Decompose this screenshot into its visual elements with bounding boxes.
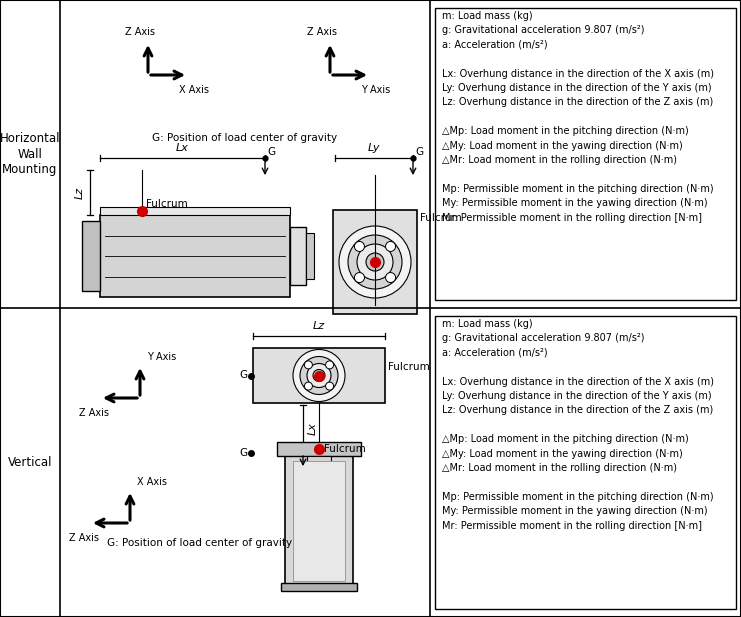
Circle shape xyxy=(305,382,313,390)
Circle shape xyxy=(366,253,384,271)
Text: Vertical: Vertical xyxy=(7,456,53,469)
Bar xyxy=(100,215,290,297)
Text: Y Axis: Y Axis xyxy=(362,85,391,95)
Text: G: Position of load center of gravity: G: Position of load center of gravity xyxy=(107,538,293,548)
Bar xyxy=(435,8,736,300)
Circle shape xyxy=(307,363,331,387)
Circle shape xyxy=(385,273,396,283)
Circle shape xyxy=(325,382,333,390)
Text: G: G xyxy=(240,370,248,381)
Text: Fulcrum: Fulcrum xyxy=(388,363,430,373)
Text: G: Position of load center of gravity: G: Position of load center of gravity xyxy=(153,133,338,143)
Circle shape xyxy=(385,241,396,252)
Bar xyxy=(277,442,361,456)
Text: G: G xyxy=(415,147,423,157)
Text: G: G xyxy=(240,448,248,458)
Bar xyxy=(253,348,385,403)
Circle shape xyxy=(339,226,411,298)
Bar xyxy=(435,316,736,609)
Text: m: Load mass (kg)
g: Gravitational acceleration 9.807 (m/s²)
a: Acceleration (m/: m: Load mass (kg) g: Gravitational accel… xyxy=(442,11,714,223)
Bar xyxy=(293,461,345,581)
Circle shape xyxy=(357,244,393,280)
Circle shape xyxy=(305,361,313,369)
Text: Z Axis: Z Axis xyxy=(307,27,337,37)
Text: G: G xyxy=(267,147,275,157)
Text: Fulcrum: Fulcrum xyxy=(324,444,366,454)
Circle shape xyxy=(348,235,402,289)
Circle shape xyxy=(313,370,325,381)
Bar xyxy=(333,210,417,314)
Text: Z Axis: Z Axis xyxy=(125,27,155,37)
Text: Lz: Lz xyxy=(313,321,325,331)
Bar xyxy=(307,456,331,472)
Text: Lx: Lx xyxy=(176,143,189,153)
Bar xyxy=(100,207,290,215)
Circle shape xyxy=(354,241,365,252)
Text: X Axis: X Axis xyxy=(179,85,209,95)
Text: Fulcrum: Fulcrum xyxy=(420,213,462,223)
Circle shape xyxy=(325,361,333,369)
Text: Lz: Lz xyxy=(75,186,85,199)
Text: Z Axis: Z Axis xyxy=(79,408,109,418)
Circle shape xyxy=(354,273,365,283)
Text: Fulcrum: Fulcrum xyxy=(146,199,187,209)
Bar xyxy=(82,221,100,291)
Bar xyxy=(285,456,353,586)
Text: X Axis: X Axis xyxy=(137,477,167,487)
Text: Horizontal
Wall
Mounting: Horizontal Wall Mounting xyxy=(0,133,60,175)
Text: m: Load mass (kg)
g: Gravitational acceleration 9.807 (m/s²)
a: Acceleration (m/: m: Load mass (kg) g: Gravitational accel… xyxy=(442,319,714,531)
Text: Y Axis: Y Axis xyxy=(147,352,176,362)
Bar xyxy=(290,227,306,285)
Text: Z Axis: Z Axis xyxy=(69,533,99,543)
Circle shape xyxy=(300,357,338,394)
Text: Lx: Lx xyxy=(308,423,318,436)
Circle shape xyxy=(293,349,345,402)
Bar xyxy=(281,583,357,591)
Bar xyxy=(306,233,314,279)
Text: Ly: Ly xyxy=(368,143,380,153)
